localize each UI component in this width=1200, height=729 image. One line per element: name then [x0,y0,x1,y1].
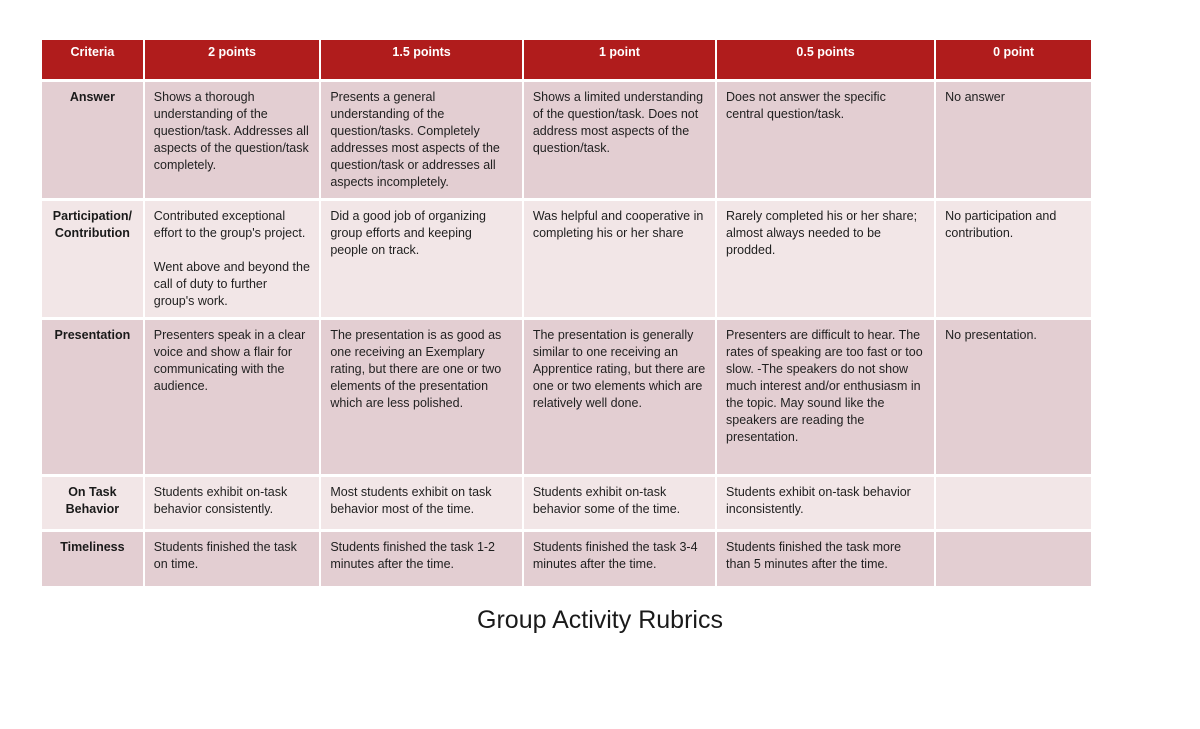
rubric-cell: Students exhibit on-task behavior consis… [144,477,320,529]
row-on-task-behavior: On Task Behavior Students exhibit on-tas… [42,477,1091,529]
row-answer: Answer Shows a thorough understanding of… [42,82,1091,198]
rubric-cell: Students exhibit on-task behavior incons… [717,477,935,529]
header-row: Criteria 2 points 1.5 points 1 point 0.5… [42,40,1091,79]
rubric-table: Criteria 2 points 1.5 points 1 point 0.5… [40,37,1093,589]
header-cell-2-points: 2 points [144,40,320,79]
header-cell-0-5-points: 0.5 points [717,40,935,79]
rubric-cell [936,532,1091,586]
rubric-cell: Most students exhibit on task behavior m… [321,477,522,529]
rubric-cell: Presents a general understanding of the … [321,82,522,198]
header-cell-1-5-points: 1.5 points [321,40,522,79]
header-cell-1-point: 1 point [523,40,716,79]
rubric-cell [936,477,1091,529]
row-participation-contribution: Participation/ Contribution Contributed … [42,201,1091,317]
rubric-cell: Does not answer the specific central que… [717,82,935,198]
criteria-cell-presentation: Presentation [42,320,143,474]
rubric-cell: Students finished the task 3-4 minutes a… [523,532,716,586]
criteria-cell-timeliness: Timeliness [42,532,143,586]
rubric-cell: No presentation. [936,320,1091,474]
criteria-cell-on-task-behavior: On Task Behavior [42,477,143,529]
header-cell-0-point: 0 point [936,40,1091,79]
rubric-cell: The presentation is generally similar to… [523,320,716,474]
rubric-cell: Presenters are difficult to hear. The ra… [717,320,935,474]
row-presentation: Presentation Presenters speak in a clear… [42,320,1091,474]
criteria-cell-participation-contribution: Participation/ Contribution [42,201,143,317]
rubric-cell: Contributed exceptional effort to the gr… [144,201,320,317]
rubric-cell: Shows a limited understanding of the que… [523,82,716,198]
rubric-cell: No participation and contribution. [936,201,1091,317]
rubric-cell: Students finished the task on time. [144,532,320,586]
rubric-cell: Students finished the task more than 5 m… [717,532,935,586]
rubric-cell: Students finished the task 1-2 minutes a… [321,532,522,586]
rubric-cell: Presenters speak in a clear voice and sh… [144,320,320,474]
rubric-cell: The presentation is as good as one recei… [321,320,522,474]
rubric-cell: Shows a thorough understanding of the qu… [144,82,320,198]
header-cell-criteria: Criteria [42,40,143,79]
rubric-cell: Rarely completed his or her share; almos… [717,201,935,317]
criteria-cell-answer: Answer [42,82,143,198]
rubric-cell: No answer [936,82,1091,198]
rubric-cell: Students exhibit on-task behavior some o… [523,477,716,529]
slide-title: Group Activity Rubrics [477,606,723,634]
row-timeliness: Timeliness Students finished the task on… [42,532,1091,586]
rubric-cell: Did a good job of organizing group effor… [321,201,522,317]
rubric-cell: Was helpful and cooperative in completin… [523,201,716,317]
